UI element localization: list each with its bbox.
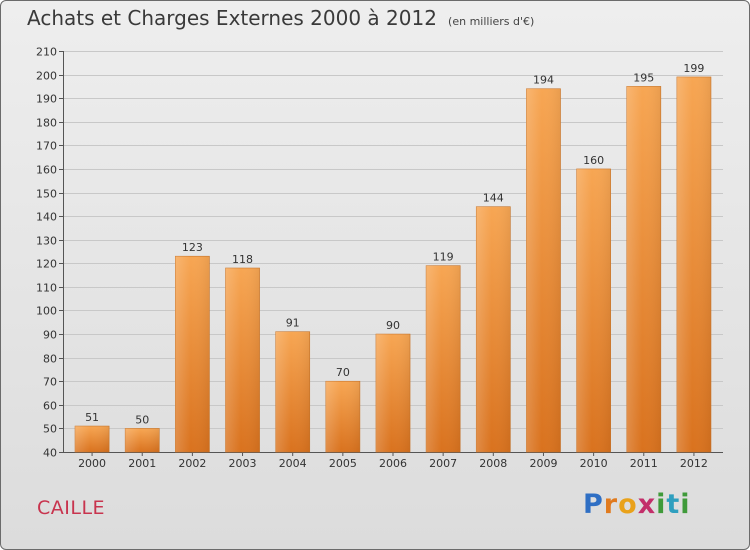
logo-letter: r xyxy=(603,489,619,520)
data-label: 51 xyxy=(85,411,99,424)
chart-subtitle: (en milliers d'€) xyxy=(448,15,535,28)
bar-shade xyxy=(125,428,160,452)
bar-shade xyxy=(426,265,461,452)
data-label: 195 xyxy=(633,71,654,84)
y-tick-label: 110 xyxy=(36,282,57,295)
chart-title: Achats et Charges Externes 2000 à 2012 xyxy=(27,6,437,30)
y-tick-label: 180 xyxy=(36,117,57,130)
logo-letter: P xyxy=(583,489,604,520)
x-tick-label: 2011 xyxy=(630,457,658,470)
data-label: 123 xyxy=(182,241,203,254)
bar-shade xyxy=(175,256,210,452)
y-tick-label: 120 xyxy=(36,258,57,271)
x-tick-label: 2009 xyxy=(529,457,557,470)
y-tick-label: 150 xyxy=(36,188,57,201)
y-tick-label: 160 xyxy=(36,164,57,177)
data-label: 160 xyxy=(583,154,604,167)
x-tick-label: 2003 xyxy=(229,457,257,470)
commune-name: CAILLE xyxy=(37,497,106,519)
y-tick-label: 80 xyxy=(43,353,57,366)
data-label: 199 xyxy=(683,62,704,75)
y-tick-label: 210 xyxy=(36,46,57,59)
data-label: 194 xyxy=(533,74,554,87)
y-tick-label: 90 xyxy=(43,329,57,342)
y-tick-label: 190 xyxy=(36,93,57,106)
y-tick-label: 140 xyxy=(36,211,57,224)
y-tick-label: 170 xyxy=(36,140,57,153)
y-tick-label: 50 xyxy=(43,423,57,436)
x-tick-label: 2004 xyxy=(279,457,307,470)
data-label: 144 xyxy=(483,192,504,205)
x-tick-label: 2008 xyxy=(479,457,507,470)
x-tick-label: 2002 xyxy=(178,457,206,470)
bars xyxy=(74,76,712,453)
y-tick-label: 70 xyxy=(43,376,57,389)
data-label: 50 xyxy=(135,413,149,426)
x-tick-label: 2007 xyxy=(429,457,457,470)
data-label: 91 xyxy=(286,317,300,330)
x-tick-label: 2005 xyxy=(329,457,357,470)
y-tick-label: 60 xyxy=(43,400,57,413)
logo-letter: x xyxy=(637,489,657,520)
x-tick-label: 2012 xyxy=(680,457,708,470)
bar-shade xyxy=(225,268,260,452)
title-row: Achats et Charges Externes 2000 à 2012 (… xyxy=(27,6,534,30)
bar-shade xyxy=(626,86,661,452)
data-labels: 51 50 123 118 91 70 90 119 144 194 160 195 199 xyxy=(85,62,704,426)
bar-shade xyxy=(275,331,310,452)
bar-shade xyxy=(325,381,360,452)
y-tick-label: 200 xyxy=(36,70,57,83)
data-label: 70 xyxy=(336,366,350,379)
bar-shade xyxy=(75,426,110,452)
axes: 40 50 60 70 80 90 100 110 120 130 140 150 160 170 180 1… xyxy=(36,46,723,470)
bar-shade xyxy=(676,76,711,453)
logo-letter: o xyxy=(618,489,638,520)
data-label: 119 xyxy=(433,251,454,264)
bar-shade xyxy=(375,334,411,452)
x-tick-label: 2000 xyxy=(78,457,106,470)
y-tick-label: 100 xyxy=(36,305,57,318)
bar-shade xyxy=(576,168,611,453)
logo-letter: i xyxy=(680,489,691,520)
x-tick-label: 2006 xyxy=(379,457,407,470)
y-tick-label: 40 xyxy=(43,447,57,460)
logo-letter: i xyxy=(656,489,667,520)
bar-shade xyxy=(526,88,561,452)
x-tick-label: 2001 xyxy=(128,457,156,470)
x-tick-label: 2010 xyxy=(580,457,608,470)
logo-letter: t xyxy=(666,489,681,520)
y-tick-label: 130 xyxy=(36,235,57,248)
proxiti-logo[interactable]: Proxiti xyxy=(583,489,691,520)
data-label: 118 xyxy=(232,253,253,266)
bar-shade xyxy=(476,206,511,452)
data-label: 90 xyxy=(386,319,400,332)
